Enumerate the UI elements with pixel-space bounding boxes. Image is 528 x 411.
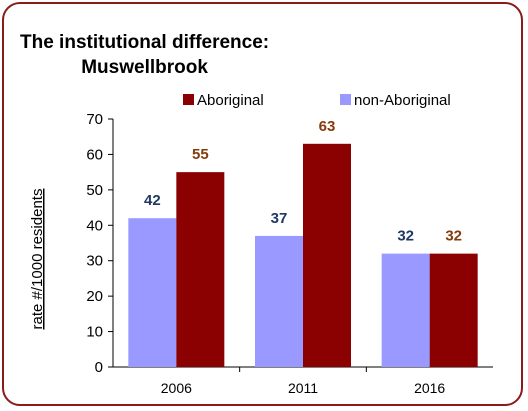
bars (128, 143, 478, 367)
x-tick-label: 2006 (161, 380, 192, 396)
data-labels: 42 55 37 63 32 32 (144, 118, 462, 245)
legend: Aboriginal non-Aboriginal (183, 92, 451, 109)
data-label: 63 (319, 118, 336, 135)
legend-swatch-aboriginal (183, 94, 194, 105)
chart-title: The institutional difference: Muswellbro… (20, 30, 269, 80)
y-tick-label: 70 (86, 111, 103, 128)
legend-label: Aboriginal (197, 92, 264, 109)
axes: 0 10 20 30 40 50 60 70 2006 2011 2016 (86, 111, 493, 396)
x-tick-label: 2016 (414, 380, 445, 396)
chart-title-line-2: Muswellbrook (81, 57, 208, 78)
chart-title-line-1: The institutional difference: (20, 32, 270, 53)
bar-aboriginal-2011 (303, 143, 351, 367)
y-tick-label: 40 (86, 217, 103, 234)
bar-aboriginal-2006 (176, 172, 225, 367)
bar-aboriginal-2016 (429, 253, 478, 367)
data-label: 37 (271, 210, 288, 227)
data-label: 42 (144, 192, 161, 209)
y-tick-label: 60 (86, 146, 103, 163)
y-tick-label: 50 (86, 182, 103, 199)
data-label: 32 (445, 228, 462, 245)
data-label: 55 (192, 146, 209, 163)
bar-non-aboriginal-2011 (255, 235, 303, 367)
legend-swatch-non-aboriginal (340, 94, 351, 105)
bar-non-aboriginal-2016 (381, 253, 430, 367)
bar-non-aboriginal-2006 (128, 218, 177, 367)
y-tick-label: 30 (86, 253, 103, 270)
x-tick-label: 2011 (288, 380, 318, 396)
legend-label: non-Aboriginal (354, 92, 451, 109)
y-tick-label: 10 (86, 324, 103, 341)
y-tick-label: 20 (86, 288, 103, 305)
y-axis-label: rate #/1000 residents (29, 189, 46, 330)
y-tick-label: 0 (95, 359, 103, 376)
data-label: 32 (397, 228, 414, 245)
